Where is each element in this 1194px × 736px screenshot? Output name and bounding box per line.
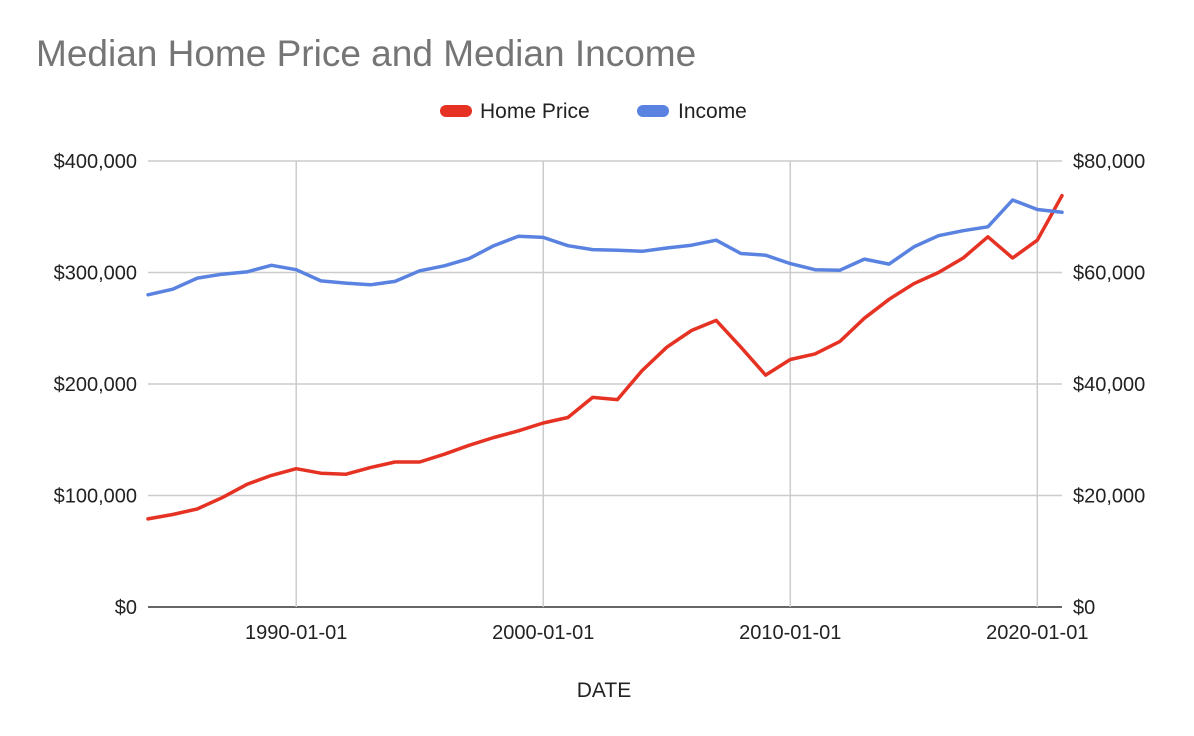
legend: Home Price Income [440, 100, 747, 123]
chart-title: Median Home Price and Median Income [36, 33, 696, 74]
y-right-tick-label: $80,000 [1073, 151, 1145, 173]
right-axis-ticks: $0 $20,000 $40,000 $60,000 $80,000 [1073, 151, 1145, 619]
x-axis-title: DATE [577, 679, 631, 702]
x-tick-label: 2020-01-01 [986, 622, 1088, 644]
y-left-tick-label: $400,000 [54, 151, 137, 173]
legend-swatch-home-price [440, 105, 472, 117]
legend-label-income[interactable]: Income [678, 100, 747, 123]
x-axis-ticks: 1990-01-01 2000-01-01 2010-01-01 2020-01-01 [245, 622, 1088, 644]
y-left-tick-label: $100,000 [54, 486, 137, 508]
legend-swatch-income [637, 105, 669, 117]
y-left-tick-label: $0 [115, 597, 137, 619]
vertical-gridlines [295, 161, 1039, 607]
x-tick-label: 1990-01-01 [245, 622, 347, 644]
legend-label-home-price[interactable]: Home Price [480, 100, 590, 123]
y-right-tick-label: $20,000 [1073, 486, 1145, 508]
series-line-home-price[interactable] [146, 193, 1064, 521]
x-tick-label: 2010-01-01 [739, 622, 841, 644]
y-right-tick-label: $40,000 [1073, 374, 1145, 396]
horizontal-gridlines [148, 160, 1062, 608]
y-left-tick-label: $200,000 [54, 374, 137, 396]
x-tick-label: 2000-01-01 [492, 622, 594, 644]
left-axis-ticks: $0 $100,000 $200,000 $300,000 $400,000 [54, 151, 137, 619]
series-lines [146, 193, 1064, 521]
series-line-income[interactable] [146, 198, 1064, 297]
y-right-tick-label: $0 [1073, 597, 1095, 619]
y-left-tick-label: $300,000 [54, 263, 137, 285]
y-right-tick-label: $60,000 [1073, 263, 1145, 285]
